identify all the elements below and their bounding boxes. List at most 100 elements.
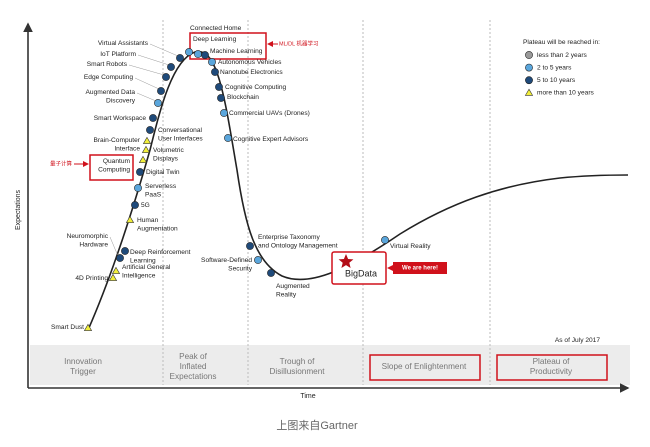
- tech-label: Serverless: [145, 183, 177, 190]
- tech-label: Deep Reinforcement: [130, 249, 191, 256]
- tech-label: Conversational: [158, 127, 203, 134]
- tech-label: Quantum: [103, 158, 131, 165]
- triangle-marker: [141, 145, 151, 153]
- tech-label: Interface: [114, 145, 140, 152]
- tech-label: Blockchain: [227, 94, 259, 101]
- tech-label: Cognitive Expert Advisors: [233, 136, 309, 143]
- circle-marker: [220, 109, 228, 117]
- as-of: As of July 2017: [555, 337, 600, 344]
- tech-label: Hardware: [79, 241, 108, 248]
- tech-label: Discovery: [106, 97, 136, 104]
- phase-label: Inflated: [180, 362, 207, 371]
- tech-label: Augmentation: [137, 225, 178, 232]
- tech-label: Smart Workspace: [94, 115, 147, 122]
- legend-item: 2 to 5 years: [537, 64, 572, 71]
- phase-label: Peak of: [179, 352, 207, 361]
- tech-label: Autonomous Vehicles: [218, 59, 282, 66]
- triangle-marker: [83, 323, 93, 331]
- circle-marker: [131, 201, 139, 209]
- tech-label: Security: [228, 265, 253, 272]
- circle-marker: [146, 126, 154, 134]
- leader-line: [137, 54, 170, 66]
- tech-label: Volumetric: [153, 147, 184, 154]
- circle-marker: [208, 58, 216, 66]
- phase-band: [30, 345, 630, 385]
- here-note: We are here!: [402, 266, 438, 272]
- quantum-box: [89, 154, 134, 181]
- circle-marker: [116, 254, 124, 262]
- triangle-marker: [108, 273, 118, 281]
- circle-marker: [246, 242, 254, 250]
- tech-label: Digital Twin: [146, 169, 180, 176]
- circle-marker: [176, 54, 184, 62]
- star: [338, 254, 354, 268]
- circle-marker: [525, 63, 533, 72]
- legend-title: Plateau will be reached in:: [523, 39, 600, 46]
- tech-label: 4D Printing: [75, 275, 108, 282]
- leader-line: [149, 43, 179, 57]
- tech-label: PaaS: [145, 191, 162, 198]
- tech-label: IoT Platform: [100, 51, 136, 58]
- circle-marker: [525, 76, 533, 85]
- quantum-note: 量子计算: [50, 159, 73, 167]
- tech-label: Brain-Computer: [93, 137, 140, 144]
- circle-marker: [194, 50, 202, 58]
- circle-marker: [224, 134, 232, 142]
- circle-marker: [154, 99, 162, 107]
- phase-label: Trough of: [280, 357, 315, 366]
- tech-label: Machine Learning: [210, 48, 263, 55]
- circle-marker: [136, 168, 144, 176]
- tech-label: Commercial UAVs (Drones): [229, 110, 310, 117]
- tech-label: Smart Robots: [87, 61, 128, 68]
- phase-label: Slope of Enlightenment: [382, 362, 467, 371]
- tech-label: Intelligence: [122, 272, 156, 279]
- tech-label: Cognitive Computing: [225, 84, 287, 91]
- circle-marker: [149, 114, 157, 122]
- tech-label: 5G: [141, 202, 150, 209]
- circle-marker: [211, 68, 219, 76]
- tech-label: Learning: [130, 257, 156, 264]
- hype-curve: [87, 50, 629, 331]
- legend-item: 5 to 10 years: [537, 77, 576, 84]
- triangle-marker: [138, 155, 148, 163]
- tech-label: Human: [137, 217, 159, 224]
- ml-dl-note: ML/DL 机器学习: [279, 39, 319, 47]
- ml-dl-box: [189, 32, 267, 60]
- tech-label: Augmented Data: [86, 89, 136, 96]
- x-axis-label: Time: [300, 393, 315, 400]
- tech-label: Augmented: [276, 283, 310, 290]
- here-box: [393, 262, 447, 274]
- circle-marker: [162, 73, 170, 81]
- phase-label: Expectations: [170, 372, 217, 381]
- circle-marker: [381, 236, 389, 244]
- phase-label: Plateau of: [533, 357, 571, 366]
- tech-label: Neuromorphic: [67, 233, 109, 240]
- slope-box: [369, 354, 481, 381]
- phase-label: Trigger: [70, 367, 96, 376]
- circle-marker: [525, 51, 533, 59]
- leader-line: [136, 92, 157, 102]
- legend-item: less than 2 years: [537, 52, 588, 59]
- circle-marker: [217, 94, 225, 102]
- triangle-marker: [125, 215, 135, 223]
- circle-marker: [201, 51, 209, 59]
- leader-line: [134, 77, 160, 90]
- circle-marker: [215, 83, 223, 91]
- legend-item: more than 10 years: [537, 90, 595, 97]
- phase-dividers: [162, 20, 491, 385]
- triangle-marker: [111, 266, 121, 274]
- tech-label: Deep Learning: [193, 36, 237, 43]
- tech-label: Smart Dust: [51, 324, 84, 331]
- tech-label: Virtual Assistants: [98, 40, 149, 47]
- tech-label: User Interfaces: [158, 135, 203, 142]
- tech-label: Computing: [98, 166, 130, 173]
- y-axis-label: Expectations: [15, 189, 22, 230]
- tech-label: Displays: [153, 155, 179, 162]
- bigdata-label: BigData: [345, 268, 377, 278]
- tech-label: Connected Home: [190, 25, 242, 32]
- tech-label: Software-Defined: [201, 257, 252, 264]
- caption: 上图来自Gartner: [276, 419, 358, 432]
- circle-marker: [185, 48, 193, 56]
- tech-label: Edge Computing: [84, 74, 133, 81]
